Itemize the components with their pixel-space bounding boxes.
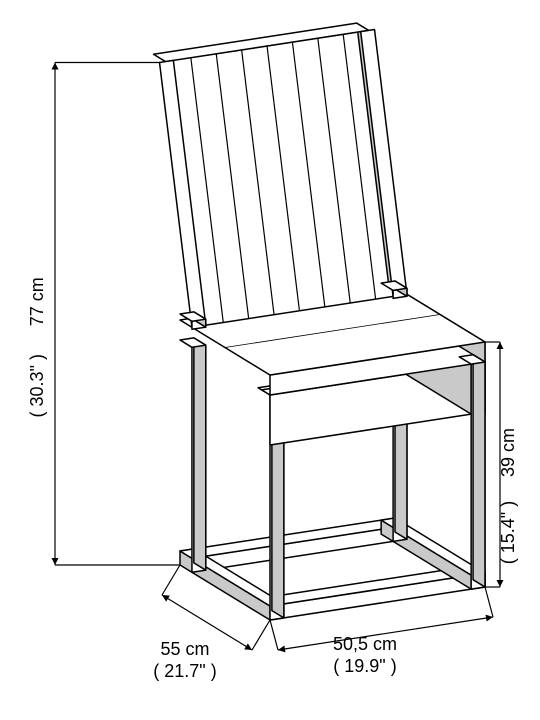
diagram-canvas: 77 cm ( 30.3" ) 39 cm ( 15.4" ) 55 cm( 21.7"… — [0, 0, 540, 720]
svg-text:( 15.4" ): ( 15.4" ) — [498, 501, 518, 564]
svg-text:77 cm: 77 cm — [27, 277, 47, 326]
svg-text:55 cm: 55 cm — [160, 639, 209, 659]
svg-text:( 30.3" ): ( 30.3" ) — [27, 354, 47, 417]
svg-text:( 19.9" ): ( 19.9" ) — [333, 656, 396, 676]
svg-text:39 cm: 39 cm — [498, 428, 518, 477]
svg-text:( 21.7" ): ( 21.7" ) — [153, 661, 216, 681]
svg-text:50,5 cm: 50,5 cm — [333, 634, 397, 654]
